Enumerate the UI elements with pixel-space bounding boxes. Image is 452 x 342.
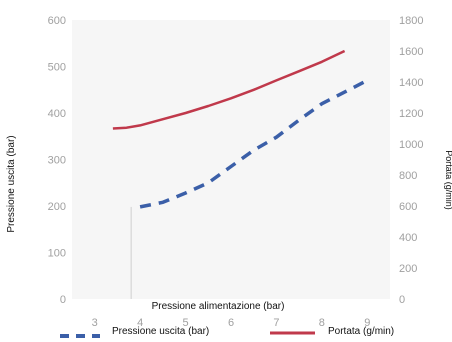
- series-line-pressione-uscita: [139, 78, 369, 209]
- left-tick-label-600: 600: [48, 15, 66, 27]
- left-y-axis-title: Pressione uscita (bar): [6, 135, 17, 232]
- legend-label-pressione-uscita: Pressione uscita (bar): [112, 326, 209, 337]
- bottom-axis-ticks: 3 4 5 6 7 8 9: [92, 317, 371, 329]
- x-tick-label-8: 8: [319, 317, 325, 329]
- left-tick-label-200: 200: [48, 201, 66, 213]
- left-tick-label-400: 400: [48, 108, 66, 120]
- x-axis-title: Pressione alimentazione (bar): [152, 301, 285, 312]
- x-tick-label-9: 9: [364, 317, 370, 329]
- right-tick-label-1400: 1400: [399, 77, 423, 89]
- series-line-portata: [112, 49, 346, 130]
- legend-label-portata: Portata (g/min): [328, 326, 394, 337]
- right-axis-ticks: 0 200 400 600 800 1000 1200 1400 1600 1800: [399, 15, 423, 306]
- left-tick-label-300: 300: [48, 155, 66, 167]
- right-tick-label-1600: 1600: [399, 46, 423, 58]
- left-tick-label-0: 0: [60, 294, 66, 306]
- series-layer: [112, 49, 369, 209]
- right-tick-label-1000: 1000: [399, 139, 423, 151]
- right-tick-label-400: 400: [399, 232, 417, 244]
- x-tick-label-3: 3: [92, 317, 98, 329]
- x-tick-label-4: 4: [137, 317, 143, 329]
- right-tick-label-1200: 1200: [399, 108, 423, 120]
- x-tick-label-5: 5: [183, 317, 189, 329]
- x-tick-label-6: 6: [228, 317, 234, 329]
- left-tick-label-100: 100: [48, 248, 66, 260]
- right-tick-label-800: 800: [399, 170, 417, 182]
- right-tick-label-600: 600: [399, 201, 417, 213]
- plot-area: [72, 20, 390, 299]
- right-tick-label-200: 200: [399, 263, 417, 275]
- right-tick-label-0: 0: [399, 294, 405, 306]
- left-tick-label-500: 500: [48, 62, 66, 74]
- x-tick-label-7: 7: [273, 317, 279, 329]
- left-axis-ticks: 0 100 200 300 400 500 600: [48, 15, 66, 306]
- right-y-axis-title: Portata (g/min): [444, 150, 452, 210]
- right-tick-label-1800: 1800: [399, 15, 423, 27]
